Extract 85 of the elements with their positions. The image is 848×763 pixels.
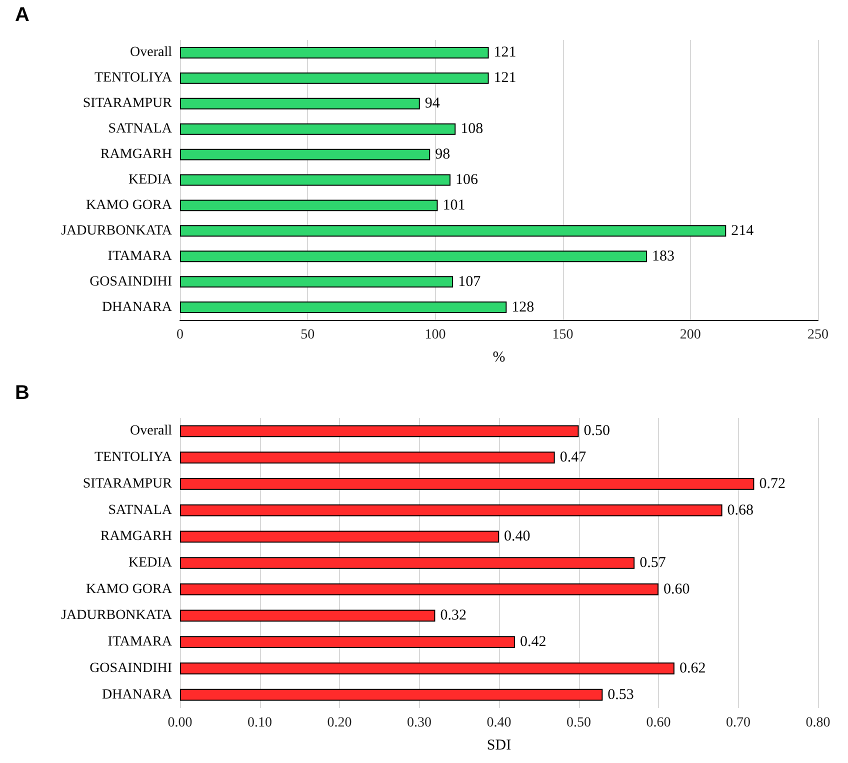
bar [180, 478, 754, 490]
x-tick-label: 0.50 [566, 716, 591, 730]
x-tick-label: 0.00 [168, 716, 192, 730]
bar [180, 200, 438, 212]
data-label: 101 [442, 197, 466, 214]
y-tick-label: ITAMARA [108, 634, 173, 650]
x-axis-title: SDI [486, 738, 512, 754]
bar [180, 504, 722, 516]
bar [180, 583, 658, 596]
bar [180, 530, 499, 543]
y-tick-label: DHANARA [102, 687, 173, 702]
data-label: 128 [512, 299, 534, 316]
y-tick-label: KEDIA [128, 172, 173, 188]
data-label: 121 [494, 70, 516, 86]
data-label: 98 [435, 146, 450, 163]
data-label: 108 [460, 121, 484, 138]
chart-title: B [15, 382, 30, 404]
x-axis-title: % [492, 350, 506, 366]
data-label: 0.40 [504, 528, 530, 545]
x-tick-label: 0.30 [407, 716, 432, 730]
bar [180, 636, 515, 648]
x-tick-label: 150 [552, 328, 574, 342]
y-tick-label: SATNALA [108, 122, 173, 137]
y-tick-label: Overall [130, 424, 172, 439]
bar [180, 98, 420, 110]
data-label: 0.68 [727, 502, 754, 518]
y-tick-label: SATNALA [108, 502, 173, 518]
data-label: 0.60 [664, 581, 690, 598]
x-tick-label: 0.10 [248, 716, 272, 730]
y-tick-label: JADURBONKATA [61, 608, 173, 624]
y-tick-label: GOSAINDIHI [90, 660, 172, 676]
y-tick-label: KAMO GORA [86, 198, 173, 213]
bar [180, 688, 603, 701]
x-tick-label: 100 [424, 328, 446, 342]
y-tick-label: SITARAMPUR [82, 476, 173, 492]
data-label: 0.50 [584, 423, 610, 440]
data-label: 0.42 [520, 634, 546, 650]
y-tick-label: RAMGARH [100, 147, 172, 162]
data-label: 0.57 [640, 555, 666, 571]
bar [180, 250, 648, 262]
data-label: 0.32 [440, 608, 466, 624]
data-label: 214 [731, 222, 754, 239]
data-label: 107 [458, 274, 482, 290]
data-label: 106 [456, 172, 479, 188]
x-tick-label: 200 [680, 328, 701, 342]
y-tick-label: DHANARA [102, 300, 173, 315]
data-label: 0.47 [560, 450, 587, 466]
y-tick-label: JADURBONKATA [61, 223, 173, 238]
bar [180, 174, 451, 186]
x-tick-label: 250 [808, 328, 828, 342]
bar [180, 557, 635, 569]
y-tick-label: KAMO GORA [86, 582, 173, 597]
y-tick-label: SITARAMPUR [82, 96, 173, 112]
y-tick-label: GOSAINDIHI [90, 274, 172, 290]
bar [180, 302, 507, 313]
bar [180, 148, 430, 160]
y-tick-label: RAMGARH [100, 529, 172, 544]
y-tick-label: Overall [130, 45, 172, 60]
chart-title: A [15, 4, 30, 26]
bar [180, 452, 555, 464]
data-label: 0.53 [608, 686, 634, 703]
data-label: 183 [652, 248, 675, 264]
bar [180, 276, 454, 288]
x-tick-label: 0.60 [646, 716, 671, 730]
x-tick-label: 0.40 [486, 716, 512, 730]
bar [180, 610, 436, 622]
bar [180, 72, 489, 84]
x-tick-label: 0.20 [327, 716, 352, 730]
data-label: 0.72 [759, 476, 786, 492]
y-tick-label: TENTOLIYA [94, 450, 173, 466]
y-tick-label: ITAMARA [108, 248, 173, 264]
bar [180, 425, 579, 438]
bar [180, 662, 674, 674]
bar [180, 225, 726, 237]
x-tick-label: 0.80 [806, 716, 830, 730]
x-tick-label: 50 [300, 328, 315, 342]
y-tick-label: KEDIA [128, 556, 173, 570]
x-tick-label: 0.70 [726, 716, 750, 730]
x-tick-label: 0 [176, 328, 184, 342]
bar [180, 47, 489, 58]
data-label: 0.62 [679, 660, 706, 676]
y-tick-label: TENTOLIYA [94, 70, 173, 86]
bar [180, 123, 456, 135]
data-label: 121 [494, 44, 516, 61]
data-label: 94 [424, 96, 440, 112]
